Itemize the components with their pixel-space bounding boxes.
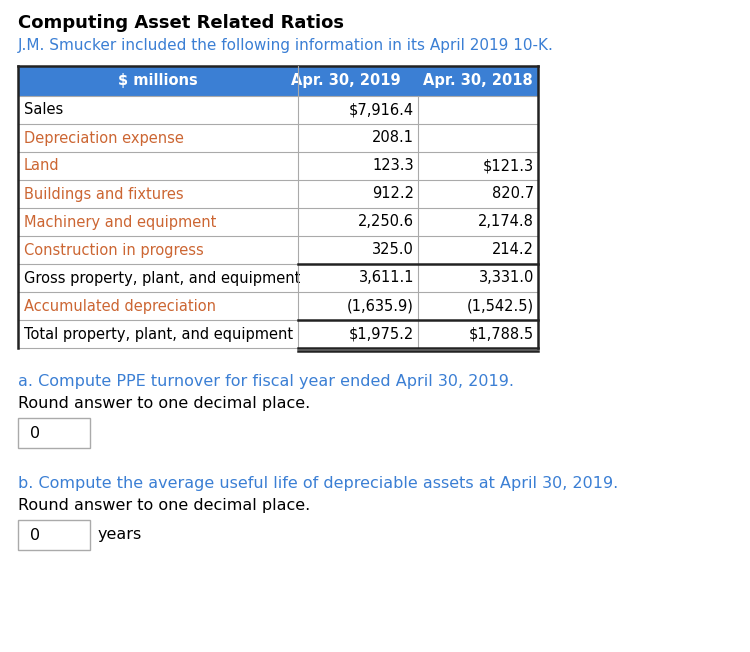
Text: 2,174.8: 2,174.8 [478, 215, 534, 230]
Bar [18, 418, 90, 448]
Text: years: years [98, 527, 142, 542]
Text: Buildings and fixtures: Buildings and fixtures [24, 186, 184, 201]
Text: Round answer to one decimal place.: Round answer to one decimal place. [18, 396, 310, 411]
Bar [18, 520, 90, 550]
Text: 0: 0 [30, 426, 40, 441]
Text: Land: Land [24, 158, 60, 173]
Text: $ millions: $ millions [118, 74, 198, 89]
Bar [18, 66, 538, 96]
Text: $121.3: $121.3 [483, 158, 534, 173]
Text: 0: 0 [30, 527, 40, 542]
Text: J.M. Smucker included the following information in its April 2019 10-K.: J.M. Smucker included the following info… [18, 38, 554, 53]
Text: Depreciation expense: Depreciation expense [24, 130, 184, 145]
Text: 214.2: 214.2 [492, 243, 534, 258]
Text: (1,542.5): (1,542.5) [466, 299, 534, 314]
Text: Gross property, plant, and equipment: Gross property, plant, and equipment [24, 271, 300, 286]
Text: Machinery and equipment: Machinery and equipment [24, 215, 216, 230]
Text: 820.7: 820.7 [492, 186, 534, 201]
Text: 208.1: 208.1 [372, 130, 414, 145]
Text: 912.2: 912.2 [372, 186, 414, 201]
Text: b. Compute the average useful life of depreciable assets at April 30, 2019.: b. Compute the average useful life of de… [18, 476, 618, 491]
Text: Construction in progress: Construction in progress [24, 243, 204, 258]
Text: Apr. 30, 2018: Apr. 30, 2018 [423, 74, 532, 89]
Text: 3,331.0: 3,331.0 [478, 271, 534, 286]
Text: Computing Asset Related Ratios: Computing Asset Related Ratios [18, 14, 344, 32]
Text: 325.0: 325.0 [372, 243, 414, 258]
Text: 123.3: 123.3 [372, 158, 414, 173]
Text: Total property, plant, and equipment: Total property, plant, and equipment [24, 327, 293, 342]
Text: $7,916.4: $7,916.4 [349, 102, 414, 117]
Text: $1,788.5: $1,788.5 [469, 327, 534, 342]
Text: $1,975.2: $1,975.2 [349, 327, 414, 342]
Text: Sales: Sales [24, 102, 63, 117]
Text: Accumulated depreciation: Accumulated depreciation [24, 299, 216, 314]
Text: 2,250.6: 2,250.6 [358, 215, 414, 230]
Text: (1,635.9): (1,635.9) [347, 299, 414, 314]
Text: Apr. 30, 2019: Apr. 30, 2019 [291, 74, 400, 89]
Text: Round answer to one decimal place.: Round answer to one decimal place. [18, 498, 310, 513]
Text: a. Compute PPE turnover for fiscal year ended April 30, 2019.: a. Compute PPE turnover for fiscal year … [18, 374, 514, 389]
Text: 3,611.1: 3,611.1 [358, 271, 414, 286]
